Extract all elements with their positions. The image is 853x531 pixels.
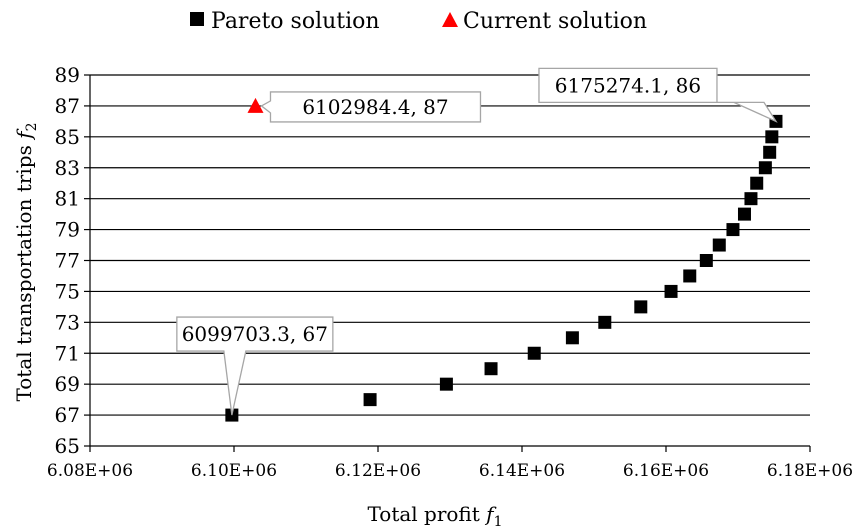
pareto-point <box>565 331 579 345</box>
data-callouts: 6099703.3, 67 6102984.4, 87 6175274.1, 86 <box>176 67 778 416</box>
legend-current-marker <box>442 12 458 27</box>
callout-label: 6102984.4, 87 <box>302 95 448 119</box>
callout-box <box>176 316 334 416</box>
y-tick-label: 71 <box>55 341 80 365</box>
x-tick-label: 6.14E+06 <box>479 461 565 481</box>
x-axis-title: Total profit f1 <box>367 502 502 530</box>
pareto-point <box>664 284 678 298</box>
pareto-point <box>634 300 648 314</box>
y-tick-label: 83 <box>55 156 80 180</box>
axes <box>84 74 811 452</box>
x-tick-label: 6.12E+06 <box>335 461 421 481</box>
pareto-point <box>683 269 697 283</box>
pareto-point <box>758 161 772 175</box>
pareto-point <box>699 254 713 267</box>
y-tick-labels: 65 67 69 71 73 75 77 79 81 83 85 87 89 <box>55 63 80 458</box>
x-tick-label: 6.18E+06 <box>767 461 853 481</box>
legend-current-label: Current solution <box>463 9 647 34</box>
legend-pareto-marker <box>190 12 204 26</box>
callout-label: 6099703.3, 67 <box>182 322 328 346</box>
y-tick-label: 73 <box>55 310 80 334</box>
pareto-point <box>363 393 377 407</box>
gridlines <box>90 74 810 416</box>
pareto-point <box>439 377 453 391</box>
pareto-point <box>712 238 726 252</box>
legend: Pareto solution Current solution <box>190 9 647 34</box>
x-tick-label: 6.10E+06 <box>191 461 277 481</box>
y-tick-label: 67 <box>55 403 80 427</box>
y-tick-label: 81 <box>55 187 80 211</box>
pareto-point <box>763 145 777 159</box>
pareto-point <box>484 362 498 376</box>
pareto-point <box>765 130 779 144</box>
pareto-point <box>726 223 740 237</box>
y-tick-label: 69 <box>55 372 80 396</box>
legend-pareto-label: Pareto solution <box>211 9 380 34</box>
pareto-point <box>737 207 751 221</box>
x-tick-label: 6.08E+06 <box>47 461 133 481</box>
data-series <box>225 97 783 422</box>
pareto-point <box>527 346 541 360</box>
x-tick-label: 6.16E+06 <box>623 461 709 481</box>
y-tick-label: 89 <box>55 63 80 87</box>
pareto-point <box>598 315 612 329</box>
callout-label: 6175274.1, 86 <box>555 73 701 97</box>
callout-box <box>538 67 778 123</box>
callout-box <box>260 91 482 123</box>
y-axis-title: Total transportation trips f2 <box>12 122 40 401</box>
y-tick-label: 77 <box>55 249 80 273</box>
pareto-point <box>750 176 764 190</box>
x-tick-labels: 6.08E+06 6.10E+06 6.12E+06 6.14E+06 6.16E+06… <box>47 461 853 481</box>
y-tick-label: 65 <box>55 434 80 458</box>
y-tick-label: 87 <box>55 94 80 118</box>
pareto-point <box>744 192 758 206</box>
y-tick-label: 85 <box>55 125 80 149</box>
y-tick-label: 75 <box>55 279 80 303</box>
current-solution-point <box>247 97 264 113</box>
y-tick-label: 79 <box>55 218 80 242</box>
